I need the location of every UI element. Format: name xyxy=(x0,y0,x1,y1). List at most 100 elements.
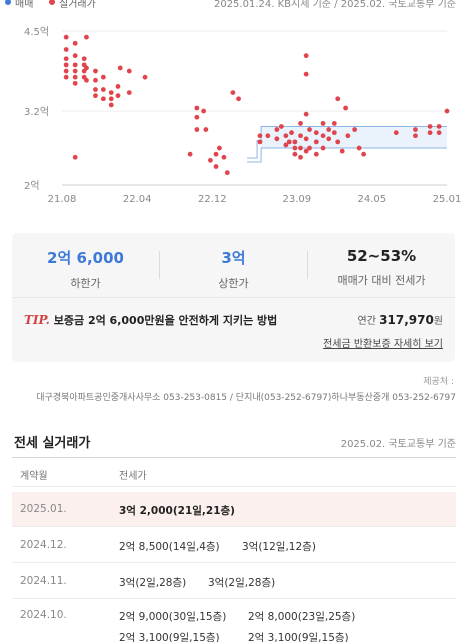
table-header: 계약월 전세가 xyxy=(12,457,456,487)
transaction-point xyxy=(72,74,78,80)
transaction-point xyxy=(278,124,284,129)
y-tick-label: 3.2억 xyxy=(24,106,49,118)
transaction-point xyxy=(217,145,222,151)
transaction-point xyxy=(436,130,442,136)
transaction-point xyxy=(93,68,98,74)
transaction-point xyxy=(72,40,78,46)
transaction-point xyxy=(115,93,121,99)
y-tick-label: 2억 xyxy=(24,180,40,192)
guarantee-detail-link[interactable]: 전세금 반환보증 자세히 보기 xyxy=(323,339,443,350)
tip-text: 보증금 2억 6,000만원을 안전하게 지키는 방법 xyxy=(53,314,278,327)
table-row[interactable]: 2024.12. 2억 8,500(14일,4층) 3억(12일,12층) xyxy=(12,527,456,563)
annual-unit: 원 xyxy=(433,316,443,327)
transaction-point xyxy=(93,87,98,92)
transaction-point xyxy=(265,133,271,139)
transaction-point xyxy=(307,145,312,151)
summary-divider xyxy=(159,251,160,279)
chart-legend: 매매 실거래가 2025.01.24. KB시세 기준 / 2025.02. 국… xyxy=(0,0,466,10)
transaction-point xyxy=(224,170,230,176)
transaction-point xyxy=(427,124,433,129)
transaction-point xyxy=(194,127,200,132)
transaction-point xyxy=(115,84,121,89)
transaction-point xyxy=(221,154,227,160)
transaction-point xyxy=(335,96,341,102)
transaction-point xyxy=(313,139,319,145)
row-month: 2024.12. xyxy=(20,539,67,551)
transaction-point xyxy=(361,151,367,157)
summary-separator xyxy=(12,297,455,298)
row-deal: 3억(2일,28층) xyxy=(119,577,187,589)
transaction-point xyxy=(93,77,98,83)
row-deal: 2억 8,000(23일,25층) xyxy=(248,611,356,623)
transaction-point xyxy=(413,133,418,139)
transaction-point xyxy=(213,164,219,169)
transaction-point xyxy=(298,121,303,126)
table-row[interactable]: 2024.11. 3억(2일,28층) 3억(2일,28층) xyxy=(12,563,456,599)
ratio-label: 매매가 대비 전세가 xyxy=(337,274,426,287)
ratio-cell: 52~53% 매매가 대비 전세가 xyxy=(308,247,455,288)
transaction-point xyxy=(72,154,78,160)
transaction-point xyxy=(292,145,298,151)
transaction-point xyxy=(335,139,341,145)
transaction-point xyxy=(320,145,326,151)
transaction-point xyxy=(339,148,345,154)
transaction-point xyxy=(126,90,132,95)
legend-red-dot xyxy=(49,0,55,5)
transaction-point xyxy=(274,136,280,142)
transaction-point xyxy=(84,77,89,83)
x-tick-label: 23.09 xyxy=(282,194,311,205)
col-month-header: 계약월 xyxy=(20,471,48,482)
transaction-point xyxy=(72,80,78,86)
section-date: 2025.02. 국토교통부 기준 xyxy=(340,439,456,450)
transaction-point xyxy=(313,151,319,157)
transaction-point xyxy=(298,145,303,151)
annual-fee: 연간 317,970원 xyxy=(358,312,443,327)
row-deal: 3억(12일,12층) xyxy=(242,541,316,553)
transaction-point xyxy=(313,130,319,136)
transaction-point xyxy=(63,34,69,40)
transaction-point xyxy=(63,68,69,74)
transaction-point xyxy=(352,127,358,132)
table-row[interactable]: 2025.01. 3억 2,000(21일,21층) xyxy=(12,492,456,527)
transaction-point xyxy=(201,108,207,114)
row-deal: 3억 2,000(21일,21층) xyxy=(119,505,235,517)
low-price-cell: 2억 6,000 하한가 xyxy=(12,247,159,291)
transaction-point xyxy=(194,105,200,111)
row-deal: 2억 3,100(9일,15층) xyxy=(119,632,220,642)
transaction-point xyxy=(100,96,106,102)
col-price-header: 전세가 xyxy=(119,471,147,482)
transaction-point xyxy=(331,130,337,136)
x-tick-label: 22.04 xyxy=(123,194,152,205)
transaction-point xyxy=(343,105,348,111)
transaction-point xyxy=(303,136,309,142)
price-chart[interactable]: 4.5억 3.2억 2억 21.08 22.04 22.12 23.09 24.05 25.01 xyxy=(0,14,466,214)
transaction-point xyxy=(286,139,292,145)
transaction-point xyxy=(117,65,123,71)
transaction-point xyxy=(283,133,289,139)
transaction-point xyxy=(108,90,114,95)
transaction-point xyxy=(303,111,309,117)
transaction-point xyxy=(289,130,294,136)
transaction-point xyxy=(345,133,351,139)
transaction-point xyxy=(320,121,326,126)
tip-banner[interactable]: TIP. 보증금 2억 6,000만원을 안전하게 지키는 방법 xyxy=(24,312,277,328)
low-price-value: 2억 6,000 xyxy=(47,249,124,267)
transaction-point xyxy=(72,68,78,74)
legend-meta: 2025.01.24. KB시세 기준 / 2025.02. 국토교통부 기준 xyxy=(213,0,456,10)
transaction-point xyxy=(331,121,337,126)
transaction-point xyxy=(307,127,312,132)
legend-item-1: 매매 xyxy=(15,0,34,10)
table-row[interactable]: 2024.10. 2억 9,000(30일,15층) 2억 8,000(23일,… xyxy=(12,599,456,642)
high-price-label: 상한가 xyxy=(218,277,249,290)
transaction-point xyxy=(63,47,69,52)
source-text: 대구경북아파트공인중개사사무소 053-253-0815 / 단지내(053-2… xyxy=(36,393,456,403)
price-band xyxy=(261,126,447,149)
band-lower-line xyxy=(247,147,447,163)
transaction-point xyxy=(298,154,303,160)
transaction-point xyxy=(257,133,263,139)
transaction-point xyxy=(326,127,332,132)
annual-value: 317,970 xyxy=(379,313,434,327)
x-tick-label: 25.01 xyxy=(433,194,462,205)
high-price-value: 3억 xyxy=(221,249,246,267)
section-title: 전세 실거래가 xyxy=(14,436,91,451)
